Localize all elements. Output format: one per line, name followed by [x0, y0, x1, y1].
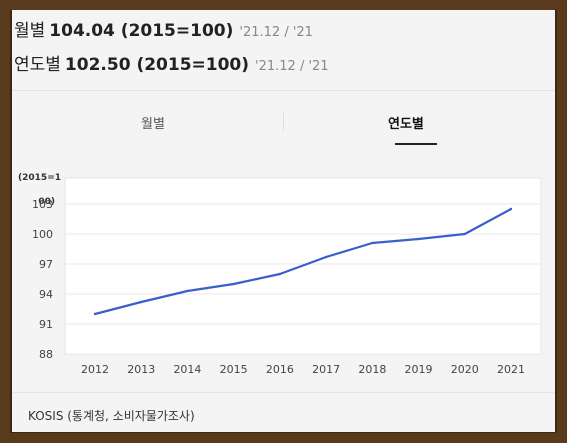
line-chart: (2015=1 00) 88 91 94 97 100 103 2012 2013 2014 2015… [12, 152, 555, 392]
data-point [140, 300, 143, 304]
y-tick-label: 88 [39, 348, 53, 361]
x-tick-label: 2020 [451, 363, 479, 376]
data-point [324, 255, 328, 259]
x-tick-label: 2015 [220, 363, 248, 376]
x-tick-label: 2018 [358, 363, 386, 376]
y-tick-label: 97 [39, 258, 53, 271]
source-text: KOSIS (통계청, 소비자물가조사) [28, 409, 195, 423]
data-point [371, 241, 374, 245]
data-point [509, 207, 513, 211]
series-line [94, 208, 512, 316]
tab-divider [283, 113, 284, 131]
y-axis-label-line-2: 00) [38, 197, 55, 207]
source-footer: KOSIS (통계청, 소비자물가조사) [12, 392, 555, 432]
monthly-label: 월별 [14, 21, 46, 41]
tab-monthly[interactable]: 월별 [141, 117, 165, 132]
x-tick-label: 2012 [81, 363, 109, 376]
tab-annual[interactable]: 연도별 [388, 117, 424, 132]
x-tick-label: 2013 [127, 363, 155, 376]
y-tick-label: 91 [39, 318, 53, 331]
data-point [278, 272, 282, 276]
x-tick-label: 2019 [405, 363, 433, 376]
data-point [93, 312, 97, 316]
content-panel: 월별 104.04 (2015=100) '21.12 / '21 연도별 102.5… [12, 10, 555, 432]
data-point [417, 237, 420, 241]
annual-period: '21.12 / '21 [255, 59, 329, 74]
y-tick-label: 103 [32, 198, 53, 211]
annual-label: 연도별 [14, 55, 61, 75]
data-point [463, 232, 466, 236]
summary-header: 월별 104.04 (2015=100) '21.12 / '21 연도별 102.5… [12, 10, 555, 90]
x-tick-label: 2014 [173, 363, 201, 376]
annual-summary: 연도별 102.50 (2015=100) '21.12 / '21 [14, 50, 329, 75]
monthly-summary: 월별 104.04 (2015=100) '21.12 / '21 [14, 16, 313, 41]
data-point [186, 289, 189, 293]
data-point [232, 282, 235, 286]
x-tick-label: 2016 [266, 363, 294, 376]
y-tick-label: 94 [39, 288, 53, 301]
x-tick-label: 2021 [497, 363, 525, 376]
y-axis-label-line-1: (2015=1 [18, 173, 61, 183]
monthly-value: 104.04 (2015=100) [49, 21, 234, 41]
active-tab-indicator [395, 143, 437, 145]
chart-svg: (2015=1 00) 88 91 94 97 100 103 2012 2013 2014 2015… [18, 173, 542, 376]
x-tick-label: 2017 [312, 363, 340, 376]
monthly-period: '21.12 / '21 [239, 25, 313, 40]
period-tabs: 월별 연도별 [12, 90, 555, 153]
annual-value: 102.50 (2015=100) [64, 55, 250, 75]
y-tick-label: 100 [32, 228, 53, 241]
